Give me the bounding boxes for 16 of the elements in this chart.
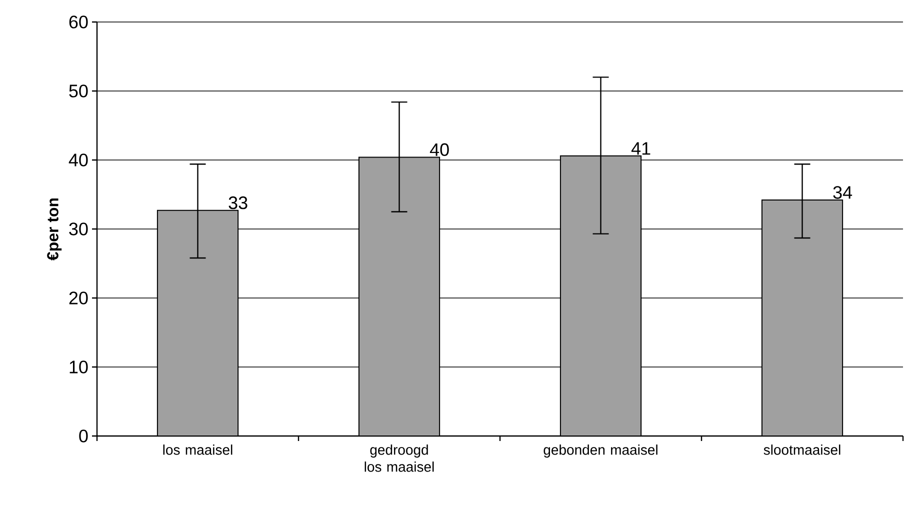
data-label: 34 [833,186,852,199]
y-tick-label: 30 [69,222,88,236]
x-tick-label: gedroogd los maaisel [364,444,434,472]
x-tick-label: slootmaaisel [764,444,840,455]
y-tick-label: 10 [70,360,88,374]
x-tick-label: gebonden maaisel [544,444,658,458]
data-label: 41 [631,142,650,155]
data-label: 40 [430,143,449,156]
x-tick-label: los maaisel [163,444,232,455]
y-tick-label: 0 [79,430,88,442]
data-label: 33 [228,196,248,210]
y-tick-label: 50 [69,84,88,98]
y-tick-label: 40 [68,154,88,166]
y-axis-title: €per ton [47,198,62,260]
y-tick-label: 20 [69,292,88,304]
y-tick-label: 60 [69,16,88,28]
